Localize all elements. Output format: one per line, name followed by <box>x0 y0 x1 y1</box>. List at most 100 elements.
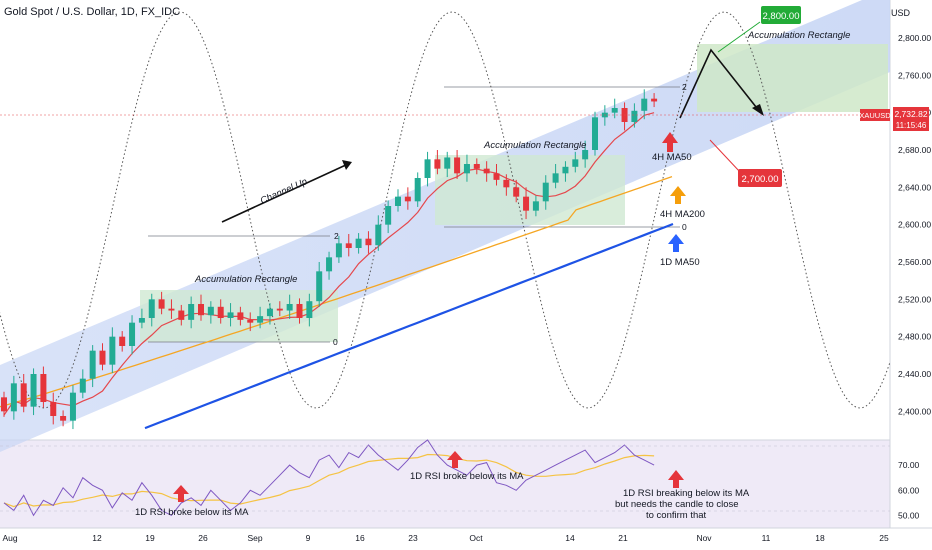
rsi-line <box>3 439 655 517</box>
channel-up-label: Channel Up <box>259 176 309 206</box>
candle-body <box>611 108 618 113</box>
candle-body <box>99 350 106 365</box>
time-tick-label: 19 <box>145 533 155 543</box>
time-tick-label: Nov <box>696 533 712 543</box>
rsi-arrow-3 <box>668 470 684 488</box>
rsi-bands <box>0 445 890 512</box>
candle-body <box>424 159 431 178</box>
candle-body <box>572 159 579 167</box>
time-tick-label: 14 <box>565 533 575 543</box>
rsi-annotation-3c: to confirm that <box>646 510 707 521</box>
fib-label-0-a: 0 <box>333 337 338 347</box>
candle-body <box>483 168 490 174</box>
price-tick-label: 2,800.00 <box>898 33 931 43</box>
bar-countdown: 11:15:46 <box>896 121 927 130</box>
rsi-ma-line <box>3 453 655 508</box>
time-tick-label: Sep <box>247 533 262 543</box>
candle-body <box>306 301 313 318</box>
candle-body <box>375 224 382 246</box>
accumulation-rectangle-2 <box>435 155 625 225</box>
target-2700-leader <box>709 139 741 173</box>
target-2800-leader <box>717 21 761 53</box>
target-2800-badge <box>761 6 801 24</box>
candle-body <box>414 178 421 202</box>
candle-body <box>345 243 352 248</box>
candle-body <box>207 306 214 316</box>
candle-body <box>198 304 204 316</box>
last-price-badge <box>893 107 929 131</box>
candle-body <box>20 383 27 407</box>
rsi-axis-ticks: 70.00 60.00 50.00 <box>898 460 920 520</box>
candle-body <box>503 179 510 188</box>
accumulation-rectangle-3 <box>697 44 888 112</box>
price-tick-label: 2,520.00 <box>898 294 931 304</box>
candle-body <box>286 304 293 311</box>
candle-body <box>40 374 47 402</box>
candle-body <box>158 299 165 309</box>
candle-body <box>50 402 57 416</box>
target-2700-text: 2,700.00 <box>742 174 779 185</box>
time-tick-label: 26 <box>198 533 208 543</box>
time-tick-label: 16 <box>355 533 365 543</box>
rsi-annotation-1: 1D RSI broke below its MA <box>135 507 249 518</box>
time-tick-label: 23 <box>408 533 418 543</box>
price-tick-label: 2,760.00 <box>898 70 931 80</box>
candle-body <box>355 238 362 248</box>
candle-body <box>493 173 500 180</box>
projection-arrowhead <box>752 104 764 116</box>
candle-body <box>532 201 539 211</box>
candle-body <box>227 312 234 318</box>
ma-4h-50-label: 4H MA50 <box>652 152 692 163</box>
candle-body <box>129 322 136 346</box>
candle-body <box>316 271 323 302</box>
candle-body <box>631 110 638 122</box>
candle-body <box>434 159 441 169</box>
candle-body <box>79 378 86 393</box>
candle-body <box>119 336 126 346</box>
candle-body <box>335 243 342 258</box>
candles <box>1 89 658 430</box>
fib-label-0-b: 0 <box>682 222 687 232</box>
price-axis-ticks: 2,800.002,760.002,720.002,680.002,640.00… <box>898 33 931 416</box>
candle-body <box>217 306 224 318</box>
price-tick-label: 2,440.00 <box>898 369 931 379</box>
projection-path <box>679 48 761 119</box>
target-2800-text: 2,800.00 <box>763 11 800 22</box>
rsi-tick-label: 50.00 <box>898 510 920 520</box>
candle-body <box>30 374 37 407</box>
rsi-annotation-3b: but needs the candle to close <box>615 499 739 510</box>
candle-body <box>10 383 17 412</box>
rsi-arrow-1 <box>173 485 189 502</box>
candle-body <box>395 196 401 206</box>
fib-label-2-a: 2 <box>334 231 339 241</box>
candle-body <box>257 316 264 323</box>
fib-levels <box>148 86 680 343</box>
chart-title: Gold Spot / U.S. Dollar, 1D, FX_IDC <box>4 6 181 18</box>
rsi-tick-label: 70.00 <box>898 460 920 470</box>
candle-body <box>582 150 589 160</box>
candle-body <box>237 312 244 320</box>
candle-body <box>89 350 96 379</box>
price-tick-label: 2,560.00 <box>898 257 931 267</box>
candle-body <box>592 117 598 150</box>
rsi-annotation-3a: 1D RSI breaking below its MA <box>623 488 750 499</box>
candle-body <box>178 310 185 320</box>
candle-body <box>276 308 283 311</box>
channel-arrow <box>221 163 349 223</box>
time-tick-label: 25 <box>879 533 889 543</box>
candle-body <box>513 187 520 197</box>
candle-body <box>454 157 461 174</box>
candle-body <box>542 182 549 202</box>
price-tick-label: 2,400.00 <box>898 406 931 416</box>
candle-body <box>1 397 7 412</box>
time-tick-label: 12 <box>92 533 102 543</box>
rsi-annotation-2: 1D RSI broke below its MA <box>410 471 524 482</box>
price-tick-label: 2,640.00 <box>898 182 931 192</box>
candle-body <box>404 196 411 202</box>
ma-1d-50-line <box>144 222 674 430</box>
symbol-badge <box>860 109 890 121</box>
candle-body <box>148 299 155 318</box>
accumulation-rectangle-label-1: Accumulation Rectangle <box>194 274 297 285</box>
